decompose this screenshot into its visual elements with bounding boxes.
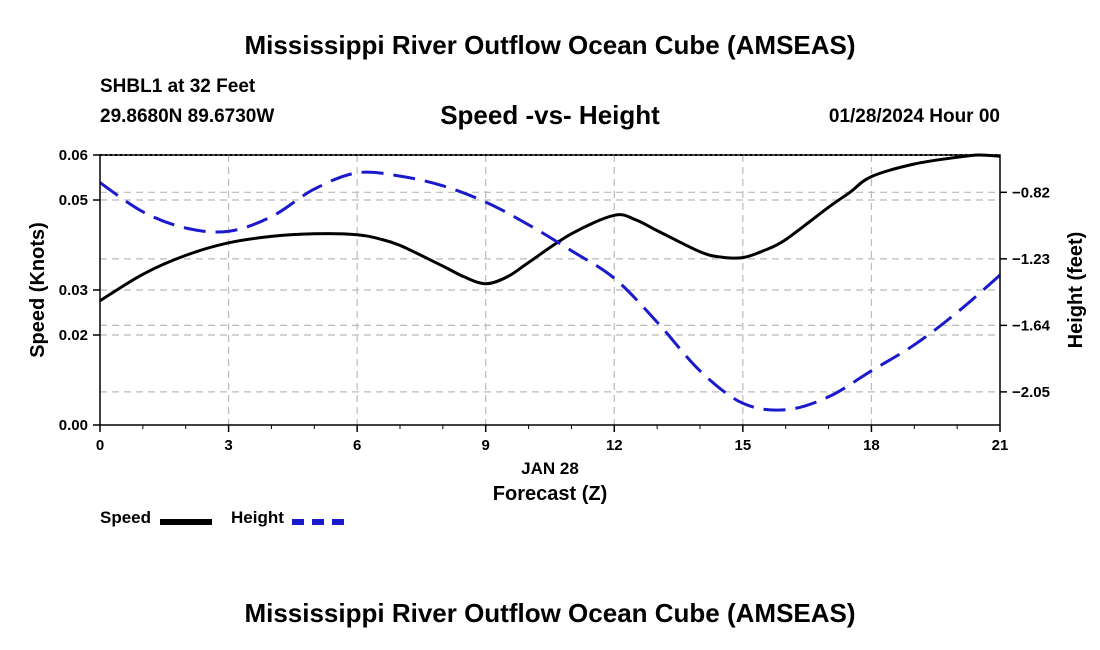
y-left-axis-title: Speed (Knots) — [27, 222, 49, 358]
coordinates-label: 29.8680N 89.6730W — [100, 106, 275, 127]
grid-layer — [100, 154, 1000, 425]
date-hour-label: 01/28/2024 Hour 00 — [828, 106, 1000, 127]
chart-subtitle: Speed -vs- Height — [440, 100, 660, 130]
x-tick-label: 3 — [224, 437, 232, 454]
x-tick-label: 18 — [863, 437, 880, 454]
y-left-tick-label: 0.06 — [59, 147, 88, 164]
legend-height-label: Height — [231, 508, 284, 527]
legend-speed-label: Speed — [100, 508, 152, 527]
y-right-axis-title: Height (feet) — [1065, 232, 1087, 349]
x-tick-label: 21 — [992, 437, 1009, 454]
axes-layer — [93, 154, 1007, 432]
y-left-tick-label: 0.00 — [59, 417, 88, 434]
footer-title: Mississippi River Outflow Ocean Cube (AM… — [244, 598, 856, 628]
y-left-tick-label: 0.03 — [59, 282, 88, 299]
x-axis-date-label: JAN 28 — [521, 459, 579, 478]
series-layer — [99, 153, 1001, 412]
height-series-line — [99, 170, 1001, 412]
x-tick-label: 15 — [735, 437, 752, 454]
x-tick-label: 9 — [482, 437, 490, 454]
x-axis-title: Forecast (Z) — [493, 483, 607, 505]
speed-series-line — [99, 153, 1001, 303]
x-tick-label: 6 — [353, 437, 361, 454]
station-label: SHBL1 at 32 Feet — [100, 76, 256, 97]
chart-title: Mississippi River Outflow Ocean Cube (AM… — [244, 30, 856, 60]
labels-layer: 0 3 6 9 12 15 18 21 0.00 0.02 0.03 0.05 0.06 −0.82 −1.… — [27, 147, 1087, 505]
y-right-tick-label: −1.64 — [1012, 317, 1051, 334]
y-left-tick-label: 0.02 — [59, 327, 88, 344]
y-left-tick-label: 0.05 — [59, 192, 88, 209]
legend-height-swatch — [292, 519, 344, 525]
y-right-tick-label: −0.82 — [1012, 184, 1050, 201]
legend-speed-swatch — [160, 519, 212, 525]
x-tick-label: 0 — [96, 437, 104, 454]
y-right-tick-label: −2.05 — [1012, 384, 1050, 401]
x-tick-label: 12 — [606, 437, 623, 454]
y-right-tick-label: −1.23 — [1012, 251, 1050, 268]
